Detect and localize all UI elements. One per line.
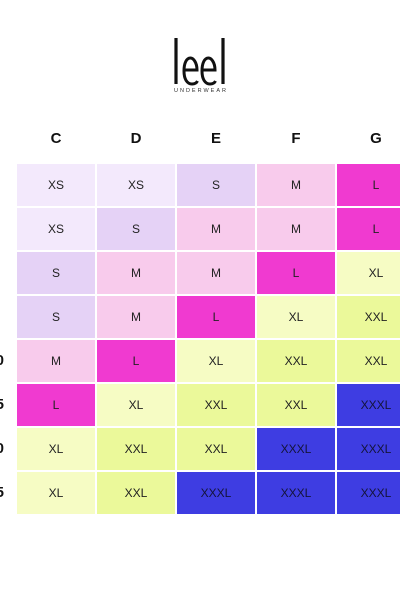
size-grid: XS XS S M L XS S M M L S M M L XL S M L XL XXL M L XL XXL XXL L XL… (17, 164, 400, 516)
size-cell: XXL (177, 428, 255, 470)
size-cell: L (17, 384, 95, 426)
size-cell: XXXL (337, 428, 400, 470)
size-cell: XXL (257, 384, 335, 426)
size-cell: XXL (337, 296, 400, 338)
column-header-f: F (291, 130, 301, 147)
size-cell: L (337, 208, 400, 250)
row-label: 0 (0, 428, 4, 470)
size-cell: XXXL (337, 384, 400, 426)
size-cell: XXL (257, 340, 335, 382)
brand-logo: UNDERWEAR (0, 34, 400, 94)
size-cell: M (97, 296, 175, 338)
column-header-d: D (130, 130, 142, 147)
size-cell: XL (177, 340, 255, 382)
size-cell: XXL (97, 428, 175, 470)
column-headers: C D E F G (0, 128, 400, 150)
size-cell: XL (257, 296, 335, 338)
size-cell: M (257, 208, 335, 250)
size-cell: XL (17, 428, 95, 470)
size-cell: M (17, 340, 95, 382)
column-header-g: G (370, 130, 382, 147)
size-cell: XL (97, 384, 175, 426)
size-cell: XXL (97, 472, 175, 514)
row-label: 5 (0, 384, 4, 426)
size-cell: S (17, 296, 95, 338)
leel-logo-icon (174, 38, 225, 86)
brand-tagline: UNDERWEAR (174, 88, 228, 94)
size-cell: L (97, 340, 175, 382)
size-cell: XXXL (337, 472, 400, 514)
row-label: 0 (0, 340, 4, 382)
size-cell: L (177, 296, 255, 338)
size-cell: S (97, 208, 175, 250)
column-header-e: E (210, 130, 221, 147)
size-cell: M (177, 208, 255, 250)
size-cell: XXXL (257, 428, 335, 470)
size-cell: M (97, 252, 175, 294)
size-cell: XXXL (177, 472, 255, 514)
size-cell: M (177, 252, 255, 294)
size-cell: M (257, 164, 335, 206)
size-cell: S (17, 252, 95, 294)
size-cell: XL (337, 252, 400, 294)
size-cell: L (257, 252, 335, 294)
size-cell: XXL (177, 384, 255, 426)
size-cell: XXL (337, 340, 400, 382)
size-cell: XXXL (257, 472, 335, 514)
size-cell: L (337, 164, 400, 206)
size-cell: XL (17, 472, 95, 514)
size-cell: XS (97, 164, 175, 206)
size-cell: XS (17, 164, 95, 206)
size-cell: S (177, 164, 255, 206)
column-header-c: C (50, 130, 62, 147)
size-cell: XS (17, 208, 95, 250)
row-label: 5 (0, 472, 4, 514)
